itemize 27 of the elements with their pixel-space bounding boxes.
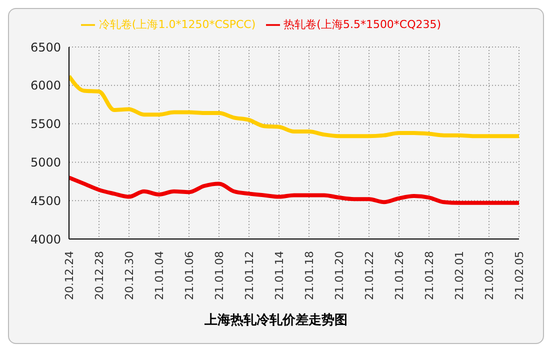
x-tick-label: 21.01.12 (242, 251, 256, 300)
y-tick-label: 6500 (30, 40, 61, 54)
line-series (69, 74, 519, 138)
y-tick-label: 6000 (30, 78, 61, 93)
x-tick-label: 21.01.08 (212, 251, 226, 300)
y-tick-label: 4000 (30, 232, 61, 246)
x-tick-label: 21.01.28 (422, 251, 436, 300)
y-tick-label: 4500 (30, 194, 61, 208)
y-tick-label: 5000 (30, 155, 61, 170)
x-tick-label: 21.01.04 (152, 251, 166, 300)
x-tick-label: 21.01.26 (392, 251, 406, 300)
y-tick-label: 5500 (30, 117, 61, 132)
x-tick-label: 21.02.03 (482, 251, 496, 300)
x-tick-label: 21.01.14 (272, 251, 286, 300)
x-tick-label: 21.01.06 (182, 251, 196, 300)
line-series (69, 176, 519, 205)
legend-label: 冷轧卷(上海1.0*1250*CSPCC) (98, 18, 256, 31)
x-tick-label: 20.12.28 (92, 251, 106, 300)
x-tick-label: 21.01.18 (302, 251, 316, 300)
x-tick-label: 21.02.05 (512, 251, 526, 300)
legend-label: 热轧卷(上海5.5*1500*CQ235) (284, 18, 442, 31)
x-tick-label: 21.02.01 (452, 251, 466, 300)
x-tick-label: 20.12.30 (122, 251, 136, 300)
x-tick-label: 20.12.24 (62, 251, 76, 300)
x-tick-label: 21.01.20 (332, 251, 346, 300)
x-tick-label: 21.01.22 (362, 251, 376, 300)
text: 上海热轧冷轧价差走势图 (204, 312, 348, 329)
